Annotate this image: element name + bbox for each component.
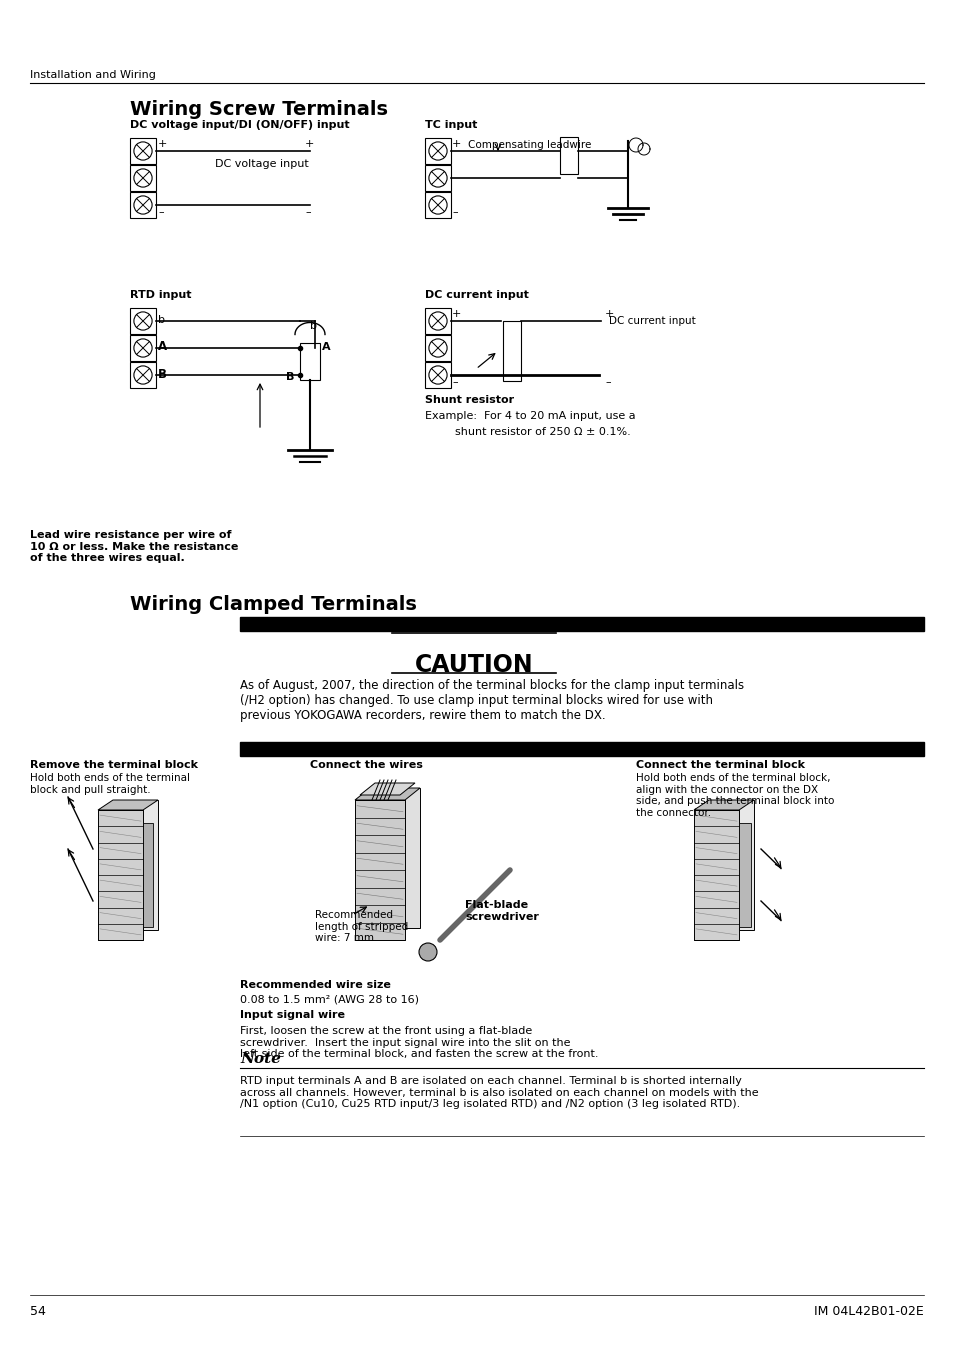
Text: –: – [158,207,164,217]
Polygon shape [359,783,415,795]
Text: Wiring Clamped Terminals: Wiring Clamped Terminals [130,595,416,614]
Text: Compensating leadwire: Compensating leadwire [468,140,591,150]
Text: +: + [305,139,314,148]
Polygon shape [708,801,753,930]
Text: –: – [305,207,311,217]
Bar [143,824,152,927]
Text: 0.08 to 1.5 mm² (AWG 28 to 16): 0.08 to 1.5 mm² (AWG 28 to 16) [240,994,418,1004]
Bar [130,192,156,217]
Text: +: + [452,139,461,148]
Polygon shape [112,801,158,930]
Text: IM 04L42B01-02E: IM 04L42B01-02E [814,1305,923,1318]
Text: B: B [286,373,294,382]
Text: DC voltage input/DI (ON/OFF) input: DC voltage input/DI (ON/OFF) input [130,120,349,130]
Text: –: – [604,377,610,387]
Text: Remove the terminal block: Remove the terminal block [30,760,198,770]
Text: First, loosen the screw at the front using a flat-blade
screwdriver.  Insert the: First, loosen the screw at the front usi… [240,1026,598,1060]
Text: Installation and Wiring: Installation and Wiring [30,70,155,80]
Bar [240,617,923,630]
Text: RTD input terminals A and B are isolated on each channel. Terminal b is shorted : RTD input terminals A and B are isolated… [240,1076,758,1110]
Bar [424,362,451,387]
Text: 54: 54 [30,1305,46,1318]
Text: Recommended wire size: Recommended wire size [240,980,391,990]
Text: Lead wire resistance per wire of
10 Ω or less. Make the resistance
of the three : Lead wire resistance per wire of 10 Ω or… [30,531,238,563]
Circle shape [418,944,436,961]
Bar [739,824,750,927]
Bar [559,136,578,174]
Bar [424,308,451,333]
Text: +: + [452,309,461,319]
Polygon shape [693,810,739,940]
Polygon shape [693,801,753,810]
Text: Note: Note [240,1052,280,1066]
Bar [130,165,156,190]
Text: –: – [452,377,457,387]
Text: Input signal wire: Input signal wire [240,1010,345,1021]
Polygon shape [98,810,143,940]
Bar [424,335,451,360]
Text: shunt resistor of 250 Ω ± 0.1%.: shunt resistor of 250 Ω ± 0.1%. [455,427,630,437]
Text: +: + [158,139,167,148]
Text: Flat-blade
screwdriver: Flat-blade screwdriver [464,900,538,922]
Text: DC voltage input: DC voltage input [214,159,309,169]
Text: Hold both ends of the terminal
block and pull straight.: Hold both ends of the terminal block and… [30,774,190,795]
Text: CAUTION: CAUTION [415,653,533,676]
Text: Wiring Screw Terminals: Wiring Screw Terminals [130,100,388,119]
Text: Connect the terminal block: Connect the terminal block [636,760,804,770]
Text: DC current input: DC current input [424,290,528,300]
Text: Recommended
length of stripped
wire: 7 mm: Recommended length of stripped wire: 7 m… [314,910,408,944]
Bar [424,192,451,217]
Text: RTD input: RTD input [130,290,192,300]
Text: –: – [452,207,457,217]
Bar [240,743,923,756]
Text: Hold both ends of the terminal block,
align with the connector on the DX
side, a: Hold both ends of the terminal block, al… [636,774,834,818]
Bar [502,321,520,381]
Text: TC input: TC input [424,120,476,130]
Bar [130,138,156,163]
Text: A: A [322,342,331,352]
Text: Connect the wires: Connect the wires [310,760,422,770]
Text: DC current input: DC current input [608,316,695,325]
Bar [299,343,319,379]
Bar [130,362,156,387]
Text: Shunt resistor: Shunt resistor [424,396,514,405]
Bar [424,165,451,190]
Text: b: b [310,321,316,331]
Polygon shape [98,801,158,810]
Bar [130,335,156,360]
Polygon shape [370,788,419,927]
Text: b: b [158,315,165,325]
Text: Example:  For 4 to 20 mA input, use a: Example: For 4 to 20 mA input, use a [424,410,635,421]
Text: +: + [604,309,614,319]
Polygon shape [355,788,419,801]
Bar [130,308,156,333]
Polygon shape [355,801,405,940]
Text: B: B [158,367,167,381]
Bar [424,138,451,163]
Text: As of August, 2007, the direction of the terminal blocks for the clamp input ter: As of August, 2007, the direction of the… [240,679,743,722]
Text: A: A [158,340,167,354]
